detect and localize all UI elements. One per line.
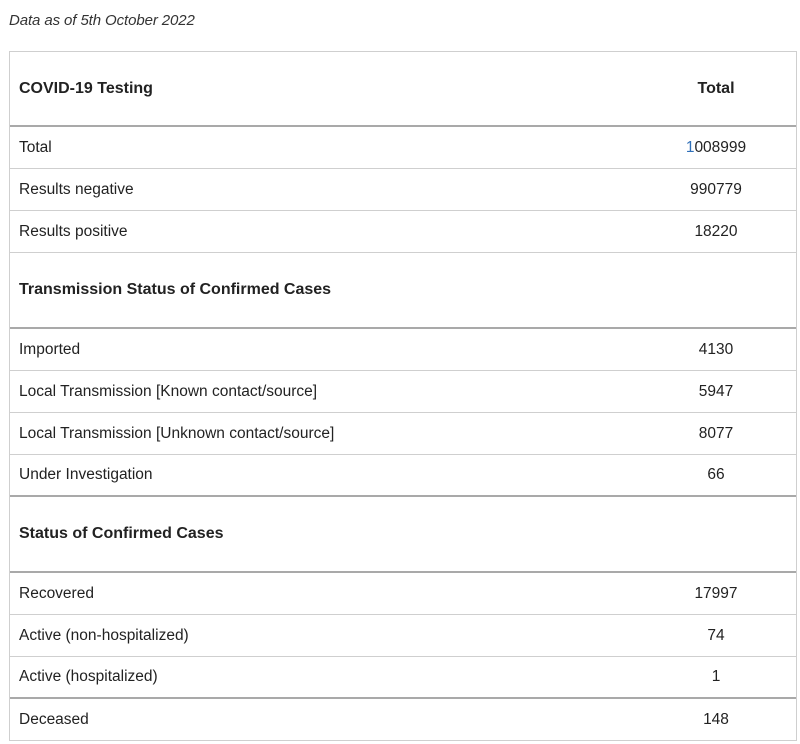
table-row: Imported 4130: [10, 329, 796, 371]
row-label: Local Transmission [Unknown contact/sour…: [19, 424, 335, 442]
data-date-caption: Data as of 5th October 2022: [9, 12, 195, 29]
row-label: Local Transmission [Known contact/source…: [19, 382, 318, 400]
header-label: COVID-19 Testing: [19, 79, 153, 97]
table-row: Results negative 990779: [10, 169, 796, 211]
row-label: Under Investigation: [19, 466, 153, 483]
table-row: Under Investigation 66: [10, 455, 796, 497]
table-header-row: COVID-19 Testing Total: [10, 52, 796, 127]
section-header-status: Status of Confirmed Cases: [10, 497, 796, 573]
row-label: Deceased: [19, 710, 89, 728]
row-label: Results positive: [19, 222, 128, 240]
row-value: 5947: [698, 382, 734, 400]
row-value: 8077: [698, 424, 734, 442]
table-row: Recovered 17997: [10, 573, 796, 615]
covid-testing-table: COVID-19 Testing Total Total 1008999 Res…: [9, 51, 797, 741]
row-label: Active (hospitalized): [19, 668, 158, 685]
table-row: Active (non-hospitalized) 74: [10, 615, 796, 657]
row-value: 74: [707, 626, 725, 644]
row-value: 18220: [694, 222, 738, 240]
row-value: 4130: [698, 340, 734, 358]
table-row: Active (hospitalized) 1: [10, 657, 796, 699]
row-label: Recovered: [19, 584, 94, 602]
table-row: Total 1008999: [10, 127, 796, 169]
row-value: 990779: [690, 180, 742, 198]
section-title: Status of Confirmed Cases: [19, 525, 224, 542]
table-row: Local Transmission [Unknown contact/sour…: [10, 413, 796, 455]
row-value-first-digit: 1: [685, 138, 695, 156]
row-value: 66: [707, 466, 725, 483]
row-value: 1008999: [636, 139, 796, 157]
header-total: Total: [697, 79, 735, 97]
row-value: 148: [703, 710, 729, 728]
row-label: Imported: [19, 340, 81, 358]
row-value: 1: [711, 668, 721, 685]
table-row: Local Transmission [Known contact/source…: [10, 371, 796, 413]
section-header-transmission: Transmission Status of Confirmed Cases: [10, 253, 796, 329]
row-label: Total: [19, 138, 52, 156]
table-row: Results positive 18220: [10, 211, 796, 253]
section-title: Transmission Status of Confirmed Cases: [19, 281, 332, 298]
row-value: 17997: [694, 584, 738, 602]
table-row: Deceased 148: [10, 699, 796, 741]
row-label: Results negative: [19, 180, 134, 198]
row-label: Active (non-hospitalized): [19, 626, 189, 644]
row-value-rest: 008999: [694, 138, 747, 156]
